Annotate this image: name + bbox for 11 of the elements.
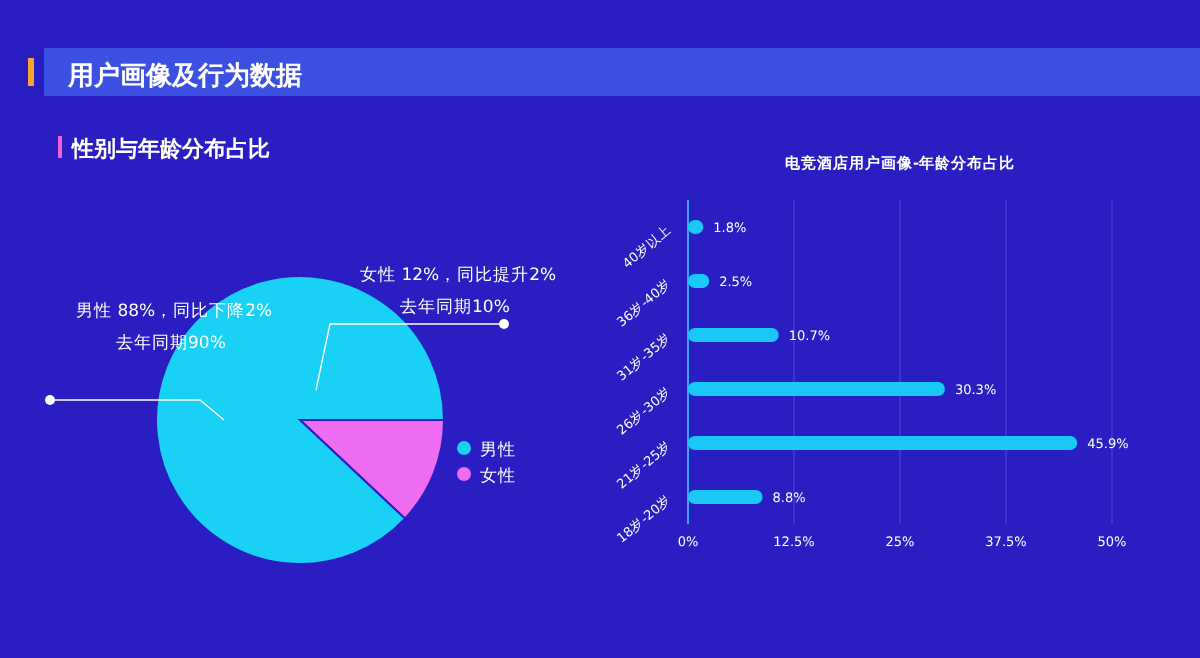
text: 女性 12%，同比提升2% bbox=[360, 264, 557, 286]
text: 男性 88%，同比下降2% bbox=[76, 300, 273, 322]
bar bbox=[688, 490, 763, 504]
chart-subtitle: 性别与年龄分布占比 bbox=[70, 136, 270, 162]
text: 去年同期10% bbox=[400, 296, 510, 318]
bar bbox=[688, 436, 1078, 450]
legend-label: 女性 bbox=[480, 465, 516, 487]
legend-label: 男性 bbox=[480, 439, 516, 461]
bar bbox=[688, 328, 779, 342]
bar bbox=[688, 382, 945, 396]
chart-title: 用户画像及行为数据 bbox=[66, 60, 302, 92]
